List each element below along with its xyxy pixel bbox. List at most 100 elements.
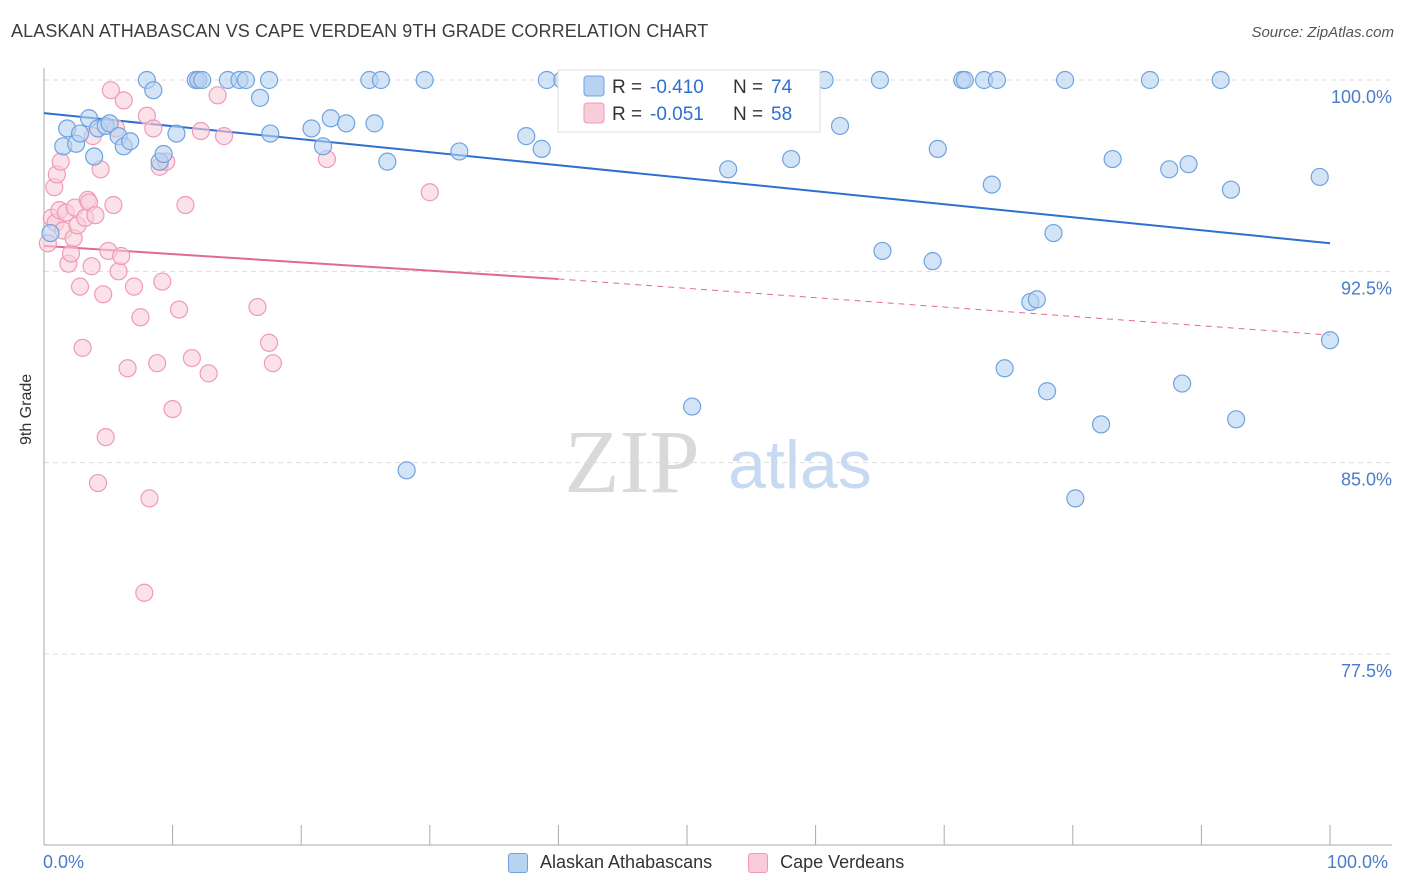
- legend-swatch-blue: [583, 75, 605, 97]
- data-point-athabascan: [1044, 223, 1063, 243]
- y-tick-label-1: 92.5%: [1341, 278, 1392, 298]
- data-point-cape-verdean: [263, 354, 283, 373]
- data-point-athabascan: [1310, 167, 1329, 187]
- data-point-athabascan: [321, 109, 340, 128]
- data-point-athabascan: [85, 147, 104, 166]
- data-point-cape-verdean: [70, 277, 90, 296]
- data-point-athabascan: [121, 132, 140, 151]
- data-point-cape-verdean: [169, 300, 189, 319]
- source-credit: Source: ZipAtlas.com: [1251, 24, 1394, 41]
- data-point-athabascan: [41, 223, 60, 243]
- data-point-athabascan: [1320, 331, 1340, 350]
- data-point-cape-verdean: [140, 489, 159, 508]
- data-point-athabascan: [1160, 160, 1179, 179]
- data-point-athabascan: [995, 359, 1014, 378]
- y-tick-labels: 100.0% 92.5% 85.0% 77.5%: [1331, 87, 1392, 681]
- data-point-cape-verdean: [112, 246, 131, 266]
- data-point-athabascan: [1221, 180, 1241, 199]
- legend-item-cape-verdeans[interactable]: Cape Verdeans: [748, 852, 904, 873]
- trend-line-cape-verdean: [43, 244, 559, 280]
- data-point-athabascan: [144, 81, 163, 100]
- data-point-athabascan: [1140, 70, 1160, 90]
- data-point-athabascan: [1103, 149, 1122, 169]
- data-point-cape-verdean: [114, 91, 133, 110]
- data-point-athabascan: [337, 114, 356, 133]
- data-point-athabascan: [1066, 489, 1085, 508]
- data-point-athabascan: [1173, 374, 1192, 393]
- data-point-athabascan: [683, 397, 702, 416]
- data-point-cape-verdean: [124, 277, 144, 296]
- data-point-athabascan: [1055, 70, 1075, 90]
- data-point-cape-verdean: [214, 127, 234, 146]
- data-point-cape-verdean: [182, 348, 201, 368]
- legend-label-cape-verdeans: Cape Verdeans: [780, 852, 905, 872]
- series-legend: Alaskan Athabascans Cape Verdeans: [508, 852, 940, 873]
- data-point-athabascan: [100, 114, 119, 133]
- data-point-athabascan: [259, 70, 279, 90]
- data-point-athabascan: [236, 70, 256, 90]
- data-point-athabascan: [923, 252, 942, 271]
- legend-r-label-1: R =: [612, 77, 642, 98]
- data-point-athabascan: [982, 175, 1001, 194]
- legend-swatch-pink: [583, 102, 605, 124]
- data-point-athabascan: [987, 70, 1007, 90]
- trend-lines: [43, 112, 1331, 336]
- data-point-cape-verdean: [131, 308, 150, 327]
- data-point-cape-verdean: [104, 195, 123, 215]
- data-point-cape-verdean: [208, 86, 227, 105]
- data-point-athabascan: [870, 70, 890, 90]
- data-point-cape-verdean: [51, 152, 70, 171]
- data-point-athabascan: [782, 149, 801, 169]
- watermark-zip: ZIP: [565, 413, 700, 512]
- data-point-athabascan: [1037, 382, 1057, 401]
- data-point-athabascan: [250, 88, 270, 107]
- data-point-cape-verdean: [420, 183, 439, 202]
- data-point-cape-verdean: [94, 285, 113, 304]
- data-point-cape-verdean: [248, 297, 267, 317]
- data-point-athabascan: [1091, 415, 1111, 434]
- data-point-athabascan: [371, 70, 391, 90]
- data-point-athabascan: [928, 139, 947, 158]
- data-point-cape-verdean: [88, 473, 108, 493]
- data-point-athabascan: [1211, 70, 1230, 90]
- data-point-athabascan: [154, 144, 173, 164]
- legend-r-value-1: -0.410: [650, 77, 704, 98]
- legend-r-label-2: R =: [612, 104, 642, 125]
- data-point-cape-verdean: [61, 244, 81, 263]
- legend-swatch-cape-verdeans: [748, 852, 769, 873]
- data-point-athabascan: [450, 142, 469, 161]
- data-point-athabascan: [1027, 290, 1046, 309]
- data-point-athabascan: [719, 160, 738, 179]
- data-point-cape-verdean: [135, 583, 154, 602]
- data-point-cape-verdean: [153, 272, 172, 291]
- chart-title: ALASKAN ATHABASCAN VS CAPE VERDEAN 9TH G…: [11, 21, 709, 41]
- data-point-athabascan: [955, 70, 974, 90]
- legend-swatch-athabascans: [508, 852, 528, 873]
- legend-n-label-1: N =: [733, 77, 763, 98]
- legend-item-athabascans[interactable]: Alaskan Athabascans: [508, 852, 712, 873]
- data-point-cape-verdean: [191, 121, 210, 141]
- data-point-athabascan: [193, 70, 212, 90]
- x-tick-label-min: 0.0%: [43, 852, 85, 872]
- legend-r-value-2: -0.051: [650, 104, 704, 125]
- data-point-athabascan: [365, 114, 384, 133]
- data-point-athabascan: [532, 139, 551, 158]
- data-point-cape-verdean: [163, 399, 182, 419]
- data-point-athabascan: [415, 70, 434, 90]
- data-point-cape-verdean: [144, 119, 163, 138]
- y-tick-label-0: 100.0%: [1331, 87, 1392, 107]
- stats-legend: R = -0.410 N = 74 R = -0.051 N = 58: [557, 69, 821, 133]
- axes: [43, 68, 1392, 846]
- data-point-cape-verdean: [148, 354, 167, 373]
- y-tick-label-3: 77.5%: [1341, 661, 1392, 681]
- data-point-athabascan: [313, 137, 333, 156]
- data-point-athabascan: [378, 152, 397, 171]
- data-point-athabascan: [1179, 155, 1198, 174]
- y-tick-label-2: 85.0%: [1341, 470, 1392, 490]
- data-point-athabascan: [1227, 410, 1246, 429]
- data-point-cape-verdean: [199, 364, 218, 383]
- data-point-cape-verdean: [118, 359, 137, 378]
- legend-label-athabascans: Alaskan Athabascans: [540, 852, 713, 872]
- data-point-athabascan: [537, 70, 556, 90]
